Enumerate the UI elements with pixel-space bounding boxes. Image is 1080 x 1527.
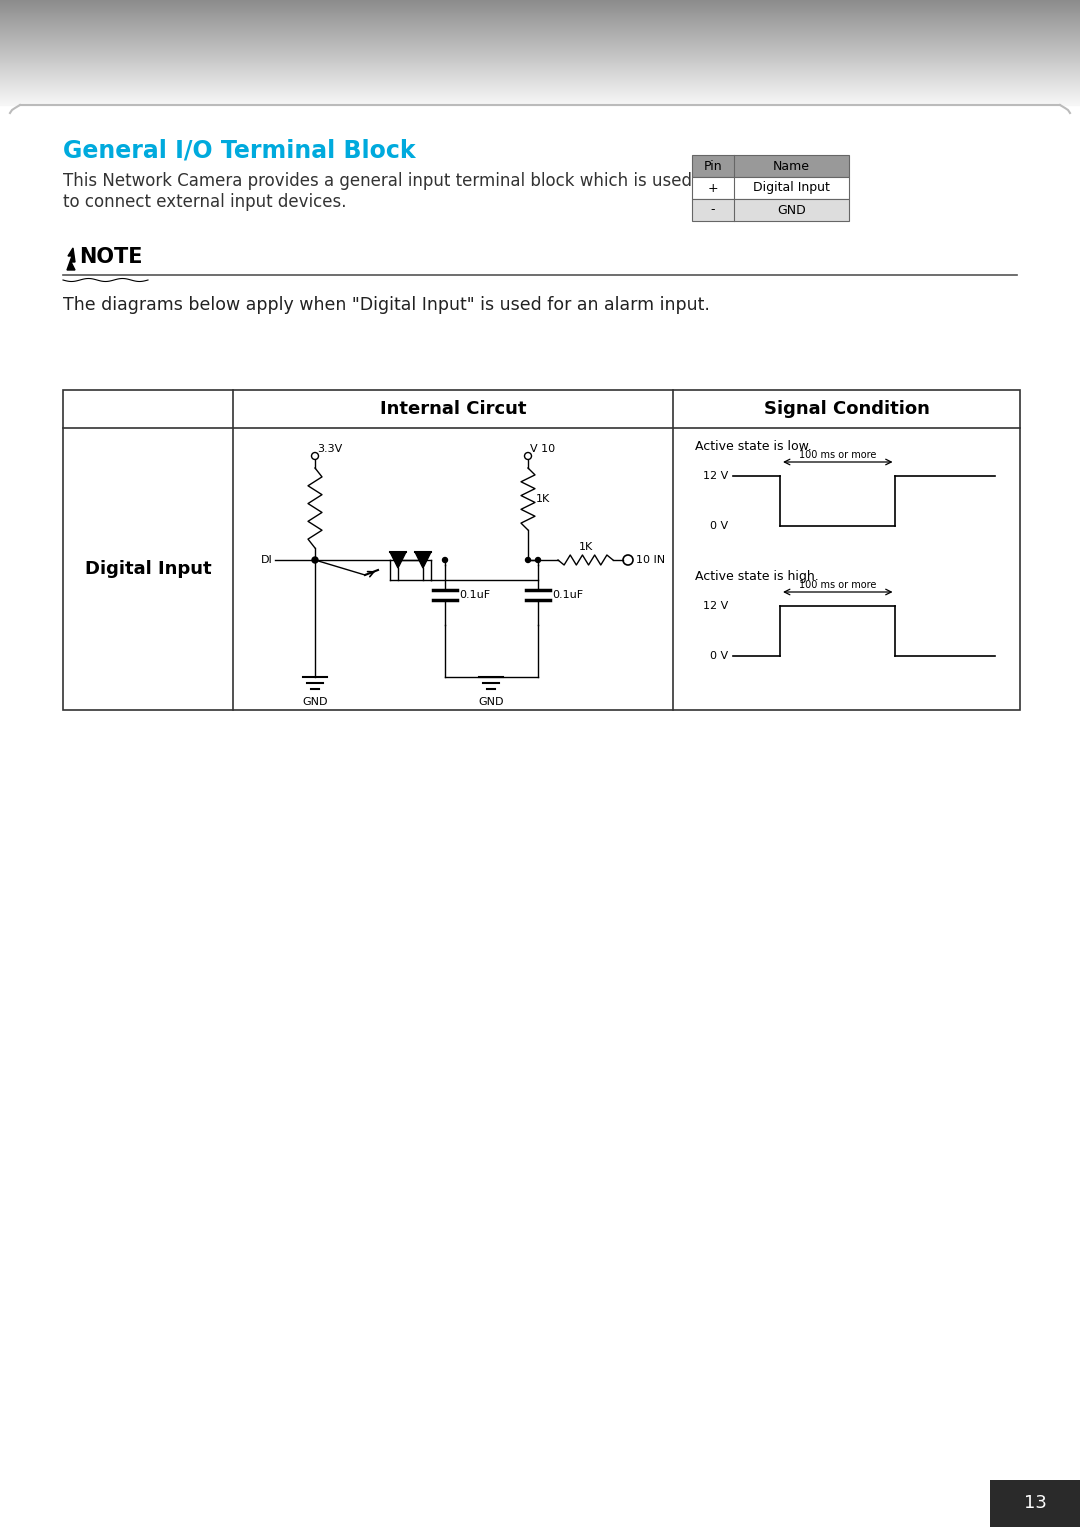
Text: 13: 13	[1024, 1495, 1047, 1513]
Text: 0.1uF: 0.1uF	[552, 589, 583, 600]
Text: 0 V: 0 V	[710, 521, 728, 531]
Text: -: -	[711, 203, 715, 217]
Polygon shape	[415, 551, 431, 568]
Text: +: +	[707, 182, 718, 194]
Text: 1K: 1K	[536, 495, 550, 504]
Text: GND: GND	[302, 696, 327, 707]
Polygon shape	[390, 551, 406, 568]
Text: to connect external input devices.: to connect external input devices.	[63, 192, 347, 211]
Text: 100 ms or more: 100 ms or more	[799, 450, 877, 460]
Text: General I/O Terminal Block: General I/O Terminal Block	[63, 137, 416, 162]
Text: Active state is low.: Active state is low.	[696, 440, 812, 454]
Text: Internal Circut: Internal Circut	[380, 400, 526, 418]
Polygon shape	[67, 247, 75, 270]
Text: GND: GND	[778, 203, 806, 217]
Text: 1K: 1K	[579, 542, 593, 551]
Text: 100 ms or more: 100 ms or more	[799, 580, 877, 589]
Bar	[692, 156, 849, 177]
Text: 3.3V: 3.3V	[318, 444, 342, 454]
Bar	[692, 177, 849, 199]
Text: 12 V: 12 V	[703, 602, 728, 611]
Text: Name: Name	[773, 159, 810, 173]
Text: V 10: V 10	[530, 444, 555, 454]
Circle shape	[420, 557, 426, 562]
Text: 0.1uF: 0.1uF	[459, 589, 490, 600]
Circle shape	[443, 557, 447, 562]
Text: 0 V: 0 V	[710, 651, 728, 661]
Text: Digital Input: Digital Input	[84, 560, 212, 579]
Bar	[990, 1480, 1080, 1527]
Bar	[63, 389, 1020, 710]
Text: GND: GND	[478, 696, 503, 707]
Circle shape	[312, 557, 318, 563]
Bar	[692, 199, 849, 221]
Circle shape	[395, 557, 401, 562]
Text: 10 IN: 10 IN	[636, 554, 665, 565]
Text: Signal Condition: Signal Condition	[764, 400, 930, 418]
Text: DI: DI	[261, 554, 273, 565]
Text: NOTE: NOTE	[79, 247, 143, 267]
Text: Active state is high.: Active state is high.	[696, 570, 819, 583]
Text: This Network Camera provides a general input terminal block which is used: This Network Camera provides a general i…	[63, 173, 692, 189]
Text: Digital Input: Digital Input	[753, 182, 829, 194]
Circle shape	[536, 557, 540, 562]
Text: 12 V: 12 V	[703, 470, 728, 481]
Text: Pin: Pin	[704, 159, 723, 173]
Text: The diagrams below apply when "Digital Input" is used for an alarm input.: The diagrams below apply when "Digital I…	[63, 296, 710, 315]
Circle shape	[526, 557, 530, 562]
